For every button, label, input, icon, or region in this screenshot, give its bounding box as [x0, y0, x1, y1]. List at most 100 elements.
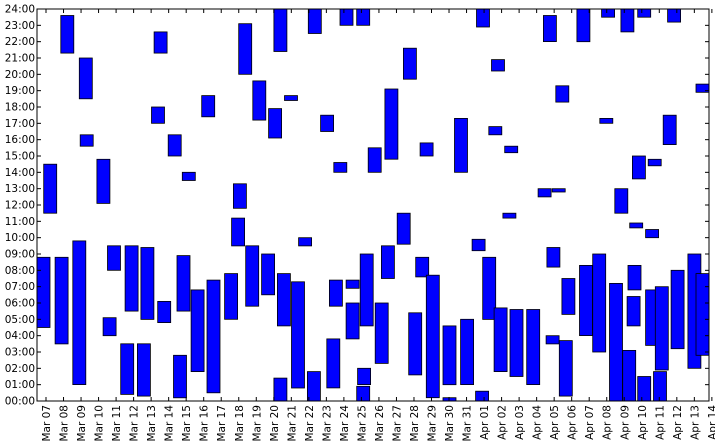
range-bar-31: [268, 108, 283, 139]
x-tick-label: Mar 20: [269, 405, 281, 442]
range-bar-86: [592, 253, 607, 353]
range-bar-97: [637, 8, 652, 18]
range-bar-5: [78, 57, 93, 100]
y-tick-label: 02:00: [5, 363, 35, 375]
plot-frame: [36, 8, 710, 402]
range-bar-51: [367, 147, 382, 173]
range-bar-35: [284, 95, 298, 101]
x-tick-label: Mar 11: [111, 405, 123, 442]
range-bar-32: [273, 8, 288, 52]
x-tick-label: Apr 02: [497, 405, 509, 440]
range-bar-28: [245, 245, 260, 307]
x-tick-label: Mar 30: [444, 405, 456, 442]
y-tick-label: 08:00: [5, 265, 35, 277]
range-bar-95: [629, 222, 644, 229]
range-bar-1: [43, 163, 58, 214]
range-bar-57: [408, 312, 423, 376]
x-tick-label: Apr 06: [567, 405, 579, 440]
x-tick-label: Apr 07: [584, 405, 596, 440]
x-axis: Mar 07 Mar 08 Mar 09 Mar 10 Mar 11 Mar 12 Mar …: [41, 9, 715, 442]
range-bar-19: [176, 255, 191, 312]
range-bar-53: [380, 245, 395, 279]
range-bar-88: [601, 8, 615, 18]
x-tick-label: Mar 29: [427, 405, 439, 442]
range-bar-54: [384, 88, 399, 160]
bars-layer: [36, 8, 710, 402]
range-bar-104: [662, 114, 677, 145]
x-tick-label: Mar 21: [286, 405, 298, 442]
x-tick-label: Mar 09: [76, 405, 88, 442]
y-axis: 00:00 01:00 02:00 03:00 04:00 05:00 06:00 07:00…: [5, 4, 709, 408]
x-tick-label: Mar 07: [41, 405, 53, 442]
range-bar-47: [356, 8, 371, 26]
range-bar-48: [356, 385, 371, 402]
range-bar-26: [232, 183, 247, 209]
x-tick-label: Mar 08: [59, 405, 71, 442]
y-tick-label: 18:00: [5, 102, 35, 114]
y-tick-label: 06:00: [5, 298, 35, 310]
x-tick-label: Mar 12: [129, 405, 141, 442]
range-bar-25: [231, 217, 246, 247]
x-tick-label: Apr 11: [654, 405, 666, 440]
x-tick-label: Mar 18: [234, 405, 246, 442]
range-bar-87: [599, 118, 614, 124]
range-bar-9: [107, 245, 121, 271]
range-bar-78: [545, 335, 560, 345]
y-tick-label: 14:00: [5, 167, 35, 179]
range-bar-18: [173, 354, 187, 399]
range-bar-41: [326, 338, 341, 389]
range-bar-74: [509, 309, 524, 377]
y-tick-label: 19:00: [5, 85, 35, 97]
range-bar-94: [627, 264, 642, 291]
x-tick-label: Apr 04: [532, 405, 544, 440]
range-bar-61: [442, 325, 457, 386]
y-tick-label: 23:00: [5, 20, 35, 32]
range-bar-92: [622, 349, 637, 402]
range-bar-52: [374, 302, 389, 364]
plot-background: [37, 9, 709, 401]
range-bar-98: [637, 376, 652, 402]
range-bar-29: [252, 80, 267, 121]
x-tick-label: Mar 27: [391, 405, 403, 442]
y-tick-label: 15:00: [5, 151, 35, 163]
range-bar-59: [419, 142, 434, 157]
x-tick-label: Mar 16: [199, 405, 211, 442]
range-bar-103: [654, 286, 669, 371]
y-tick-label: 00:00: [5, 396, 35, 408]
range-bar-34: [276, 273, 291, 327]
range-bar-63: [454, 118, 468, 173]
range-bar-101: [647, 158, 662, 167]
y-tick-label: 05:00: [5, 314, 35, 326]
range-bar-69: [488, 126, 503, 136]
range-bar-55: [396, 212, 411, 245]
range-bar-75: [526, 309, 541, 385]
range-bar-45: [345, 302, 360, 340]
x-tick-label: Apr 10: [637, 405, 649, 440]
range-bar-89: [609, 282, 623, 402]
y-tick-label: 11:00: [5, 216, 35, 228]
range-bar-4: [72, 240, 87, 385]
x-tick-label: Apr 05: [549, 405, 561, 440]
y-tick-label: 04:00: [5, 330, 35, 342]
range-bar-96: [632, 155, 646, 180]
x-tick-label: Mar 17: [216, 405, 228, 442]
x-tick-label: Apr 03: [514, 405, 526, 440]
range-bar-2: [54, 256, 69, 345]
y-tick-label: 13:00: [5, 183, 35, 195]
y-tick-label: 20:00: [5, 69, 35, 81]
x-tick-label: Mar 14: [164, 405, 176, 442]
range-bar-79: [551, 188, 566, 193]
range-bar-7: [96, 158, 111, 204]
x-tick-label: Apr 12: [672, 405, 684, 440]
range-bar-33: [273, 377, 288, 402]
range-bar-67: [476, 8, 490, 28]
x-tick-label: Mar 25: [356, 405, 368, 442]
range-bar-109: [695, 273, 710, 356]
y-tick-label: 22:00: [5, 36, 35, 48]
range-bar-80: [546, 247, 561, 268]
y-tick-label: 09:00: [5, 249, 35, 261]
range-bar-72: [502, 212, 517, 219]
x-tick-label: Apr 13: [689, 405, 701, 440]
range-bar-65: [471, 238, 486, 252]
y-tick-label: 01:00: [5, 379, 35, 391]
